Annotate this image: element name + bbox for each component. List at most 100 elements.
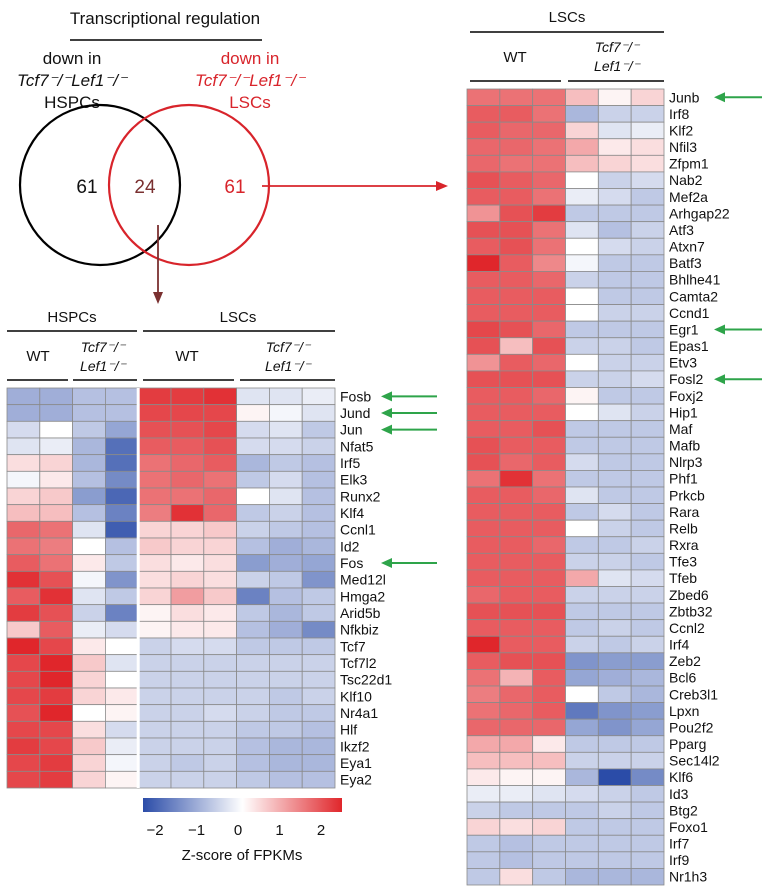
gene-label-atf3: Atf3	[669, 222, 694, 238]
heatmap-cell	[565, 453, 599, 471]
heatmap-cell	[532, 436, 566, 455]
heatmap-cell	[170, 637, 205, 656]
heatmap-cell	[6, 487, 41, 506]
heatmap-cell	[466, 287, 501, 305]
heatmap-cell	[597, 619, 632, 637]
heatmap-cell	[39, 387, 73, 406]
heatmap-cell	[236, 770, 270, 789]
heatmap-cell	[532, 669, 566, 687]
heatmap-cell	[499, 818, 534, 836]
heatmap-cell	[301, 570, 336, 589]
heatmap-cell	[466, 403, 501, 422]
heatmap-cell	[236, 587, 270, 606]
heatmap-cell	[532, 453, 566, 471]
heatmap-cell	[630, 453, 665, 471]
heatmap-cell	[630, 635, 665, 654]
heatmap-cell	[565, 718, 599, 737]
heatmap-cell	[499, 619, 534, 637]
gene-label-nlrp3: Nlrp3	[669, 454, 703, 470]
heatmap-cell	[630, 586, 665, 604]
heatmap-cell	[203, 687, 238, 706]
heatmap-cell	[499, 586, 534, 604]
heatmap-cell	[499, 436, 534, 455]
heatmap-cell	[532, 88, 566, 106]
heatmap-cell	[499, 635, 534, 654]
heatmap-cell	[466, 221, 501, 239]
heatmap-cell	[565, 801, 599, 820]
heatmap-cell	[39, 570, 73, 589]
heatmap-cell	[72, 537, 106, 556]
heatmap-cell	[301, 620, 336, 639]
heatmap-cell	[6, 437, 41, 456]
heatmap-cell	[597, 536, 632, 554]
heatmap-cell	[532, 602, 566, 621]
heatmap-cell	[597, 436, 632, 455]
heatmap-cell	[466, 171, 501, 189]
heatmap-cell	[105, 654, 139, 672]
heatmap-cell	[170, 570, 205, 589]
heatmap-cell	[499, 868, 534, 886]
heatmap-cell	[532, 304, 566, 322]
heatmap-cell	[170, 620, 205, 639]
heatmap-cell	[532, 105, 566, 123]
heatmap-cell	[597, 154, 632, 173]
heatmap-cell	[39, 437, 73, 456]
heatmap-cell	[499, 669, 534, 687]
heatmap-cell	[236, 620, 270, 639]
heatmap-cell	[466, 420, 501, 438]
heatmap-cell	[499, 602, 534, 621]
heatmap-cell	[72, 387, 106, 406]
heatmap-cell	[6, 720, 41, 739]
left-heatmap: FosbJundJunNfat5Irf5Elk3Runx2Klf4Ccnl1Id…	[6, 387, 437, 789]
heatmap-cell	[499, 287, 534, 305]
heatmap-cell	[268, 487, 303, 506]
gene-label-jun: Jun	[340, 422, 363, 438]
heatmap-cell	[630, 751, 665, 770]
gene-label-irf7: Irf7	[669, 836, 689, 852]
gene-label-sec14l2: Sec14l2	[669, 753, 720, 769]
heatmap-cell	[499, 552, 534, 571]
heatmap-cell	[301, 404, 336, 422]
heatmap-cell	[532, 685, 566, 703]
heatmap-cell	[532, 387, 566, 405]
heatmap-cell	[137, 737, 172, 756]
heatmap-cell	[532, 353, 566, 372]
green-arrow-head-fosl2	[714, 374, 725, 385]
heatmap-cell	[72, 670, 106, 689]
heatmap-cell	[236, 470, 270, 489]
right-ko-line2: Lef1⁻/⁻	[594, 58, 642, 74]
heatmap-cell	[565, 88, 599, 106]
heatmap-cell	[499, 154, 534, 173]
heatmap-cell	[236, 504, 270, 522]
heatmap-cell	[72, 437, 106, 456]
left-hspcs-ko-line1: Tcf7⁻/⁻	[81, 339, 127, 355]
heatmap-cell	[72, 604, 106, 622]
heatmap-cell	[466, 586, 501, 604]
heatmap-cell	[268, 720, 303, 739]
heatmap-cell	[630, 204, 665, 223]
heatmap-cell	[72, 737, 106, 756]
heatmap-cell	[597, 353, 632, 372]
heatmap-cell	[268, 404, 303, 422]
gene-label-ikzf2: Ikzf2	[340, 738, 370, 754]
gene-label-bhlhe41: Bhlhe41	[669, 272, 721, 288]
heatmap-cell	[565, 503, 599, 521]
heatmap-cell	[170, 420, 205, 439]
heatmap-cell	[170, 470, 205, 489]
heatmap-cell	[532, 768, 566, 786]
heatmap-cell	[466, 387, 501, 405]
heatmap-cell	[499, 702, 534, 720]
heatmap-cell	[499, 221, 534, 239]
heatmap-cell	[203, 487, 238, 506]
heatmap-cell	[466, 785, 501, 803]
gene-label-pou2f2: Pou2f2	[669, 719, 714, 735]
heatmap-cell	[39, 654, 73, 672]
heatmap-cell	[532, 121, 566, 140]
heatmap-cell	[39, 537, 73, 556]
gene-label-creb3l1: Creb3l1	[669, 686, 718, 702]
heatmap-cell	[6, 704, 41, 722]
heatmap-cell	[597, 403, 632, 422]
right-heatmap: JunbIrf8Klf2Nfil3Zfpm1Nab2Mef2aArhgap22A…	[466, 88, 762, 886]
heatmap-cell	[630, 519, 665, 538]
